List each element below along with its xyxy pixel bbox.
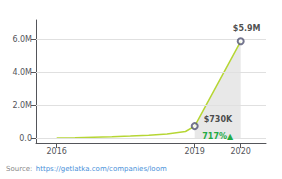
svg-text:Source:: Source: bbox=[6, 165, 32, 173]
svg-text:$5.9M: $5.9M bbox=[233, 24, 261, 33]
svg-text:4.0M: 4.0M bbox=[12, 68, 32, 77]
svg-text:717%▲: 717%▲ bbox=[202, 132, 234, 141]
svg-text:2016: 2016 bbox=[47, 147, 67, 156]
svg-text:2.0M: 2.0M bbox=[12, 101, 32, 110]
svg-text:2019: 2019 bbox=[185, 147, 205, 156]
svg-text:$730K: $730K bbox=[204, 115, 233, 124]
svg-text:https://getlatka.com/companies: https://getlatka.com/companies/loom bbox=[36, 165, 167, 173]
svg-text:6.0M: 6.0M bbox=[12, 35, 32, 44]
svg-text:0.0: 0.0 bbox=[19, 134, 32, 143]
svg-text:2020: 2020 bbox=[231, 147, 251, 156]
